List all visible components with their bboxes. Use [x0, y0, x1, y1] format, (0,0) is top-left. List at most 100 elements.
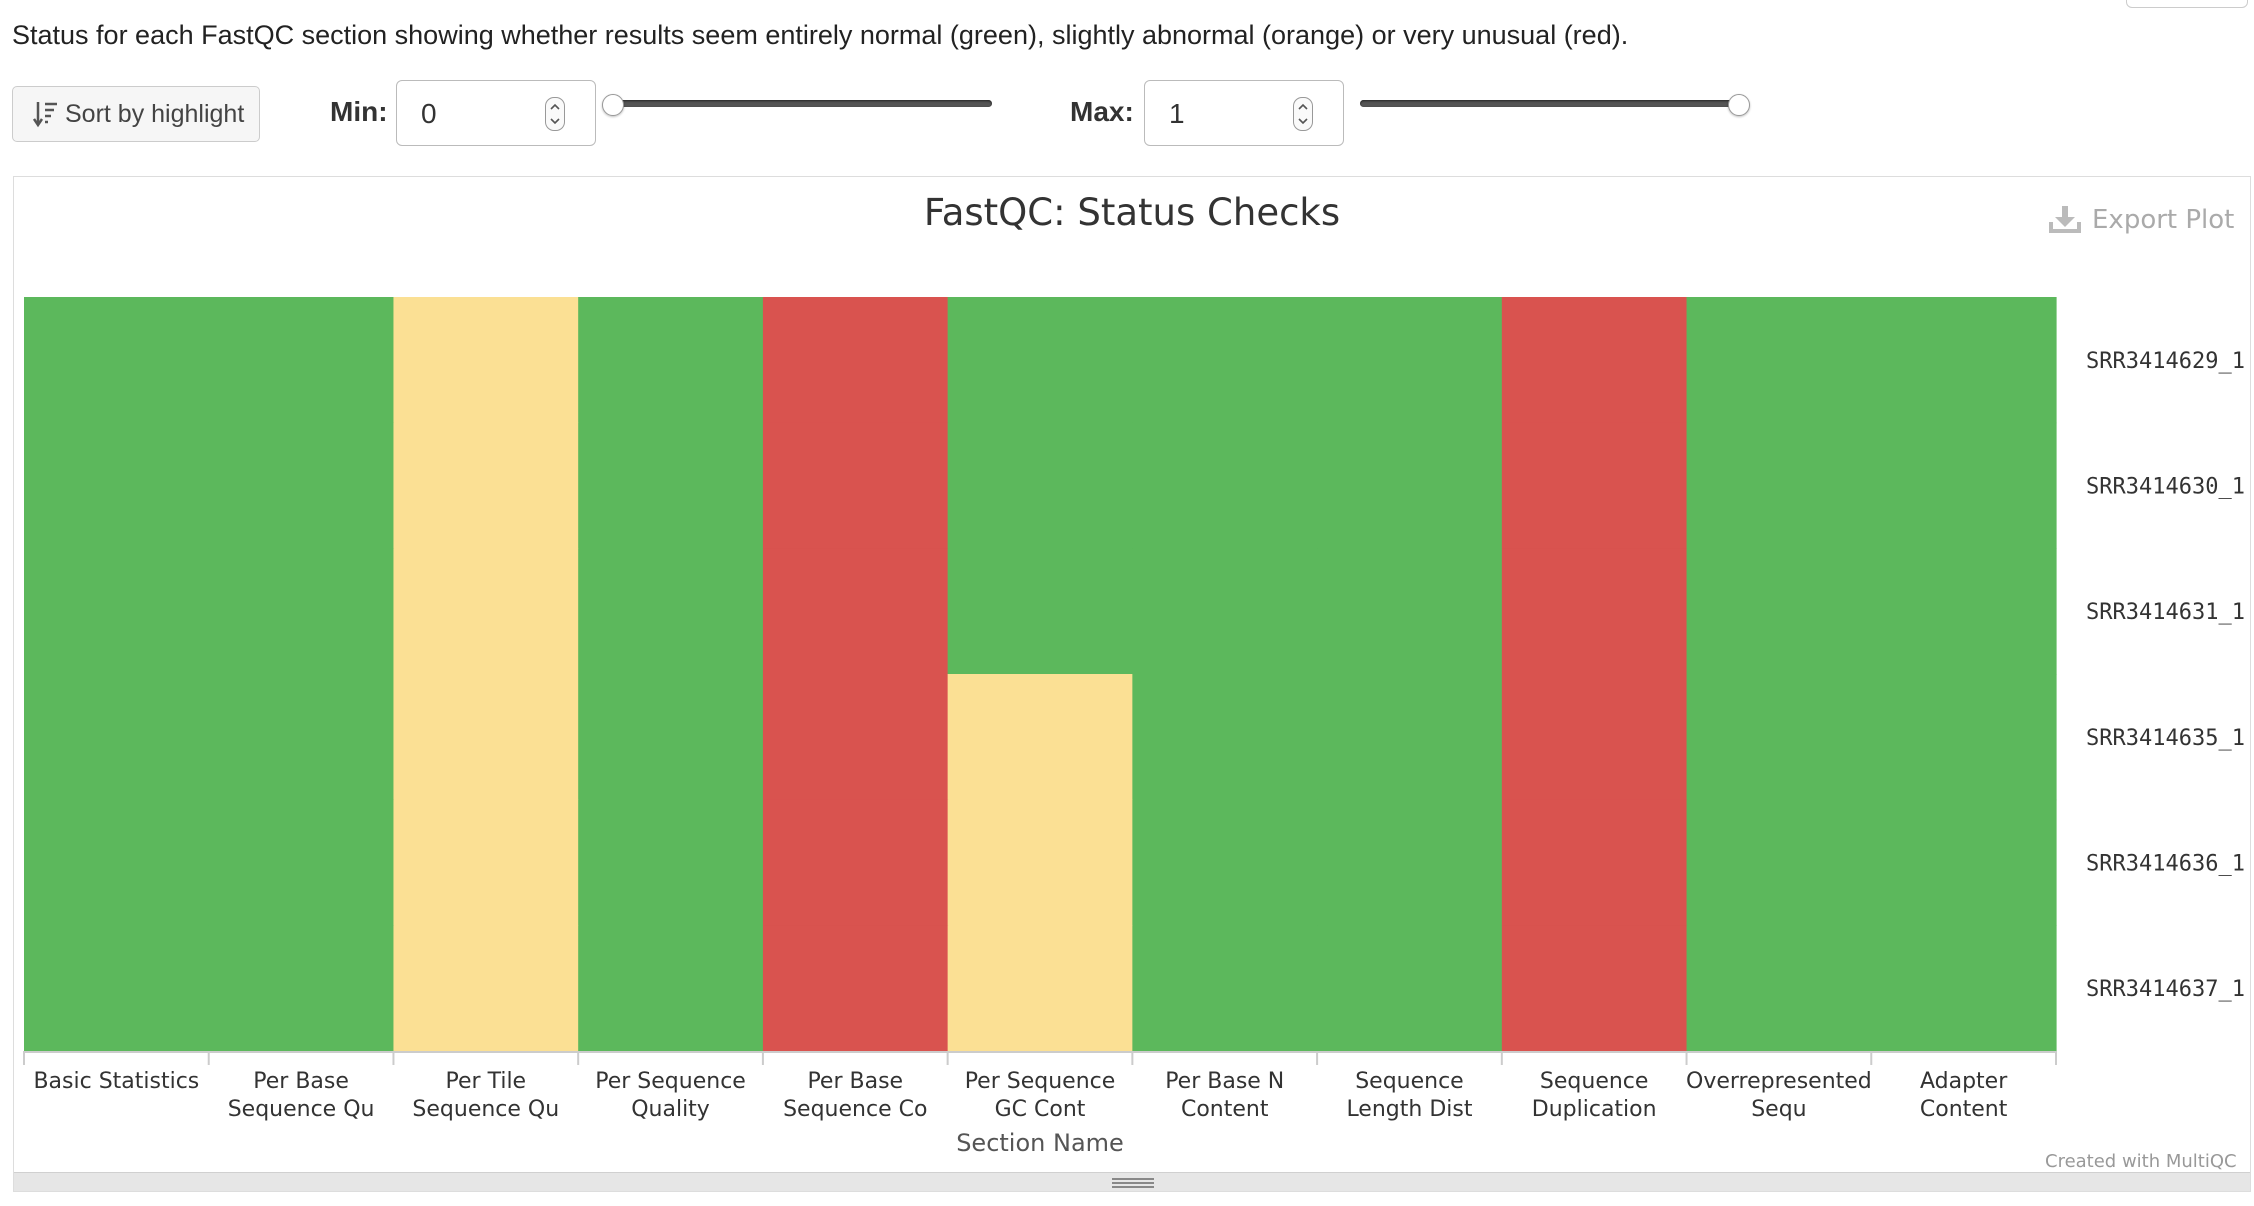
heatmap-cell[interactable] — [24, 297, 210, 424]
heatmap-cell[interactable] — [1686, 297, 1872, 424]
heatmap-cell[interactable] — [578, 422, 764, 549]
heatmap-cell[interactable] — [1132, 674, 1318, 801]
heatmap-cell[interactable] — [947, 548, 1133, 675]
heatmap-cell[interactable] — [1132, 925, 1318, 1052]
heatmap-cell[interactable] — [578, 799, 764, 926]
heatmap-cell[interactable] — [1871, 548, 2057, 675]
heatmap-cell[interactable] — [578, 674, 764, 801]
heatmap-cell[interactable] — [947, 674, 1133, 801]
heatmap-cell[interactable] — [393, 297, 579, 424]
status-heatmap[interactable]: Basic Statistics Per Base Sequence Qu Per T… — [14, 177, 2250, 1173]
heatmap-cell[interactable] — [947, 297, 1133, 424]
heatmap-cell[interactable] — [762, 674, 949, 801]
plot-resize-handle[interactable] — [14, 1172, 2250, 1191]
heatmap-cell[interactable] — [208, 799, 395, 926]
heatmap-cell[interactable] — [947, 925, 1133, 1052]
heatmap-cell[interactable] — [1686, 799, 1872, 926]
heatmap-cell[interactable] — [1686, 422, 1872, 549]
min-slider-thumb[interactable] — [602, 94, 624, 116]
min-label: Min: — [330, 96, 388, 127]
heatmap-cell[interactable] — [24, 925, 210, 1052]
heatmap-cell[interactable] — [1871, 297, 2057, 424]
heatmap-cell[interactable] — [1317, 297, 1503, 424]
heatmap-cell[interactable] — [947, 422, 1133, 549]
heatmap-cell[interactable] — [1871, 674, 2057, 801]
x-tick-label: Adapter Content — [1920, 1069, 2008, 1122]
heatmap-cell[interactable] — [1871, 925, 2057, 1052]
heatmap-cell[interactable] — [208, 925, 395, 1052]
heatmap-cell[interactable] — [24, 422, 210, 549]
min-value-input[interactable]: 0 — [396, 80, 596, 146]
heatmap-cell[interactable] — [208, 674, 395, 801]
heatmap-cell[interactable] — [1501, 674, 1688, 801]
heatmap-cell[interactable] — [1871, 422, 2057, 549]
heatmap-cell[interactable] — [762, 548, 949, 675]
heatmap-cell[interactable] — [393, 674, 579, 801]
max-slider-thumb[interactable] — [1728, 94, 1750, 116]
heatmap-cell[interactable] — [1871, 799, 2057, 926]
heatmap-cell[interactable] — [208, 297, 395, 424]
heatmap-cell[interactable] — [1317, 925, 1503, 1052]
heatmap-cell[interactable] — [578, 925, 764, 1052]
x-tick-label: Basic Statistics — [33, 1069, 199, 1094]
max-value-input[interactable]: 1 — [1144, 80, 1344, 146]
chart-title: FastQC: Status Checks — [923, 191, 1341, 234]
heatmap-cell[interactable] — [1501, 422, 1688, 549]
heatmap-cell[interactable] — [1686, 674, 1872, 801]
max-spinner[interactable] — [1293, 97, 1313, 131]
top-right-button[interactable] — [2126, 0, 2248, 8]
export-plot-button[interactable]: Export Plot — [2048, 205, 2234, 235]
heatmap-cell[interactable] — [1132, 799, 1318, 926]
heatmap-cell[interactable] — [947, 799, 1133, 926]
heatmap-cell[interactable] — [578, 297, 764, 424]
export-plot-label: Export Plot — [2092, 205, 2235, 235]
x-tick-label: Per Base Sequence Qu — [228, 1069, 375, 1122]
heatmap-cell[interactable] — [578, 548, 764, 675]
heatmap-cell[interactable] — [1501, 925, 1688, 1052]
heatmap-cell[interactable] — [762, 925, 949, 1052]
heatmap-cell[interactable] — [1317, 799, 1503, 926]
plot-description: Status for each FastQC section showing w… — [12, 20, 1629, 50]
heatmap-cell[interactable] — [1317, 422, 1503, 549]
heatmap-cell[interactable] — [1686, 548, 1872, 675]
download-icon — [2049, 206, 2081, 233]
heatmap-cell[interactable] — [393, 422, 579, 549]
min-value-text: 0 — [421, 98, 437, 129]
heatmap-cell[interactable] — [1501, 799, 1688, 926]
sort-icon — [33, 102, 57, 128]
x-tick-label: Overrepresented Sequ — [1686, 1069, 1872, 1122]
min-spinner[interactable] — [545, 97, 565, 131]
heatmap-cell[interactable] — [208, 548, 395, 675]
heatmap-cell[interactable] — [24, 799, 210, 926]
heatmap-cell[interactable] — [1132, 422, 1318, 549]
heatmap-cell[interactable] — [208, 422, 395, 549]
x-tick-label: Sequence Duplication — [1532, 1069, 1657, 1122]
min-slider-track — [612, 100, 992, 107]
heatmap-cell[interactable] — [393, 925, 579, 1052]
heatmap-cell[interactable] — [393, 548, 579, 675]
heatmap-cell[interactable] — [393, 799, 579, 926]
max-value-text: 1 — [1169, 98, 1185, 129]
heatmap-cell[interactable] — [762, 297, 949, 424]
heatmap-cell[interactable] — [762, 799, 949, 926]
heatmap-cell[interactable] — [1501, 297, 1688, 424]
x-axis-title: Section Name — [956, 1129, 1124, 1157]
heatmap-cell[interactable] — [1501, 548, 1688, 675]
x-tick-label: Sequence Length Dist — [1346, 1069, 1472, 1122]
sort-button-label: Sort by highlight — [65, 99, 245, 128]
heatmap-cell[interactable] — [24, 548, 210, 675]
heatmap-cell[interactable] — [1686, 925, 1872, 1052]
x-tick-label: Per Tile Sequence Qu — [412, 1069, 559, 1122]
x-tick-label: Per Base N Content — [1165, 1069, 1284, 1122]
heatmap-cell[interactable] — [1132, 297, 1318, 424]
resize-grip-icon — [1112, 1178, 1154, 1188]
heatmap-cell[interactable] — [1317, 674, 1503, 801]
heatmap-cell[interactable] — [24, 674, 210, 801]
y-tick-label: SRR3414637_1 — [2086, 977, 2245, 1002]
min-slider[interactable] — [602, 94, 1002, 118]
heatmap-cell[interactable] — [762, 422, 949, 549]
max-slider[interactable] — [1350, 94, 1750, 118]
heatmap-cell[interactable] — [1132, 548, 1318, 675]
sort-by-highlight-button[interactable]: Sort by highlight — [12, 86, 260, 142]
heatmap-cell[interactable] — [1317, 548, 1503, 675]
